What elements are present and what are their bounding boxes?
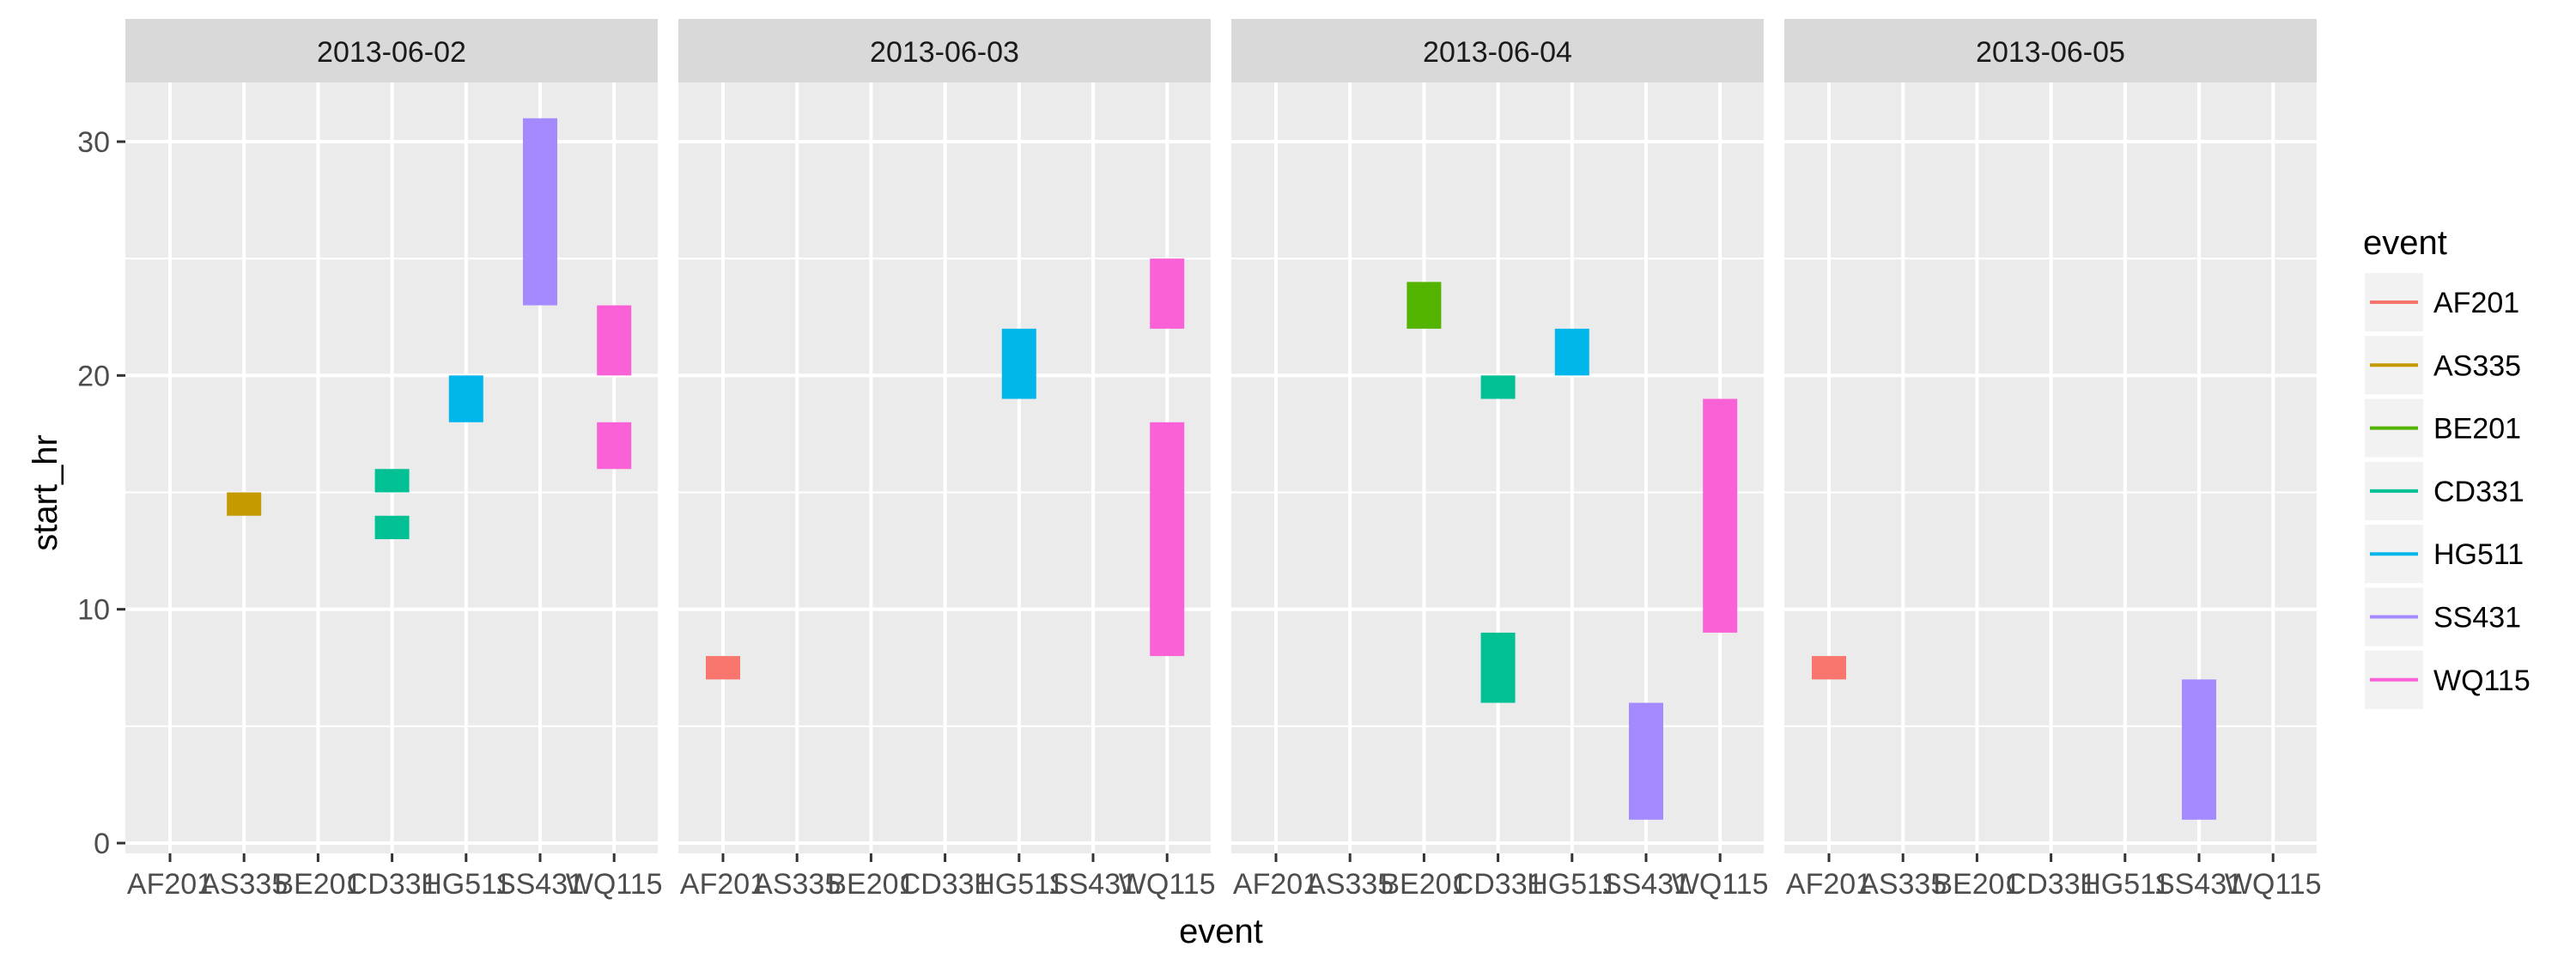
bar-ss431 bbox=[523, 118, 557, 306]
x-tick-label: AS335 bbox=[1306, 868, 1394, 901]
facet-panel: 2013-06-02 bbox=[125, 19, 658, 853]
legend-label: WQ115 bbox=[2433, 665, 2530, 697]
facet-strip-label: 2013-06-02 bbox=[317, 36, 466, 69]
bar-ss431 bbox=[1629, 702, 1663, 820]
x-tick-label: AF201 bbox=[680, 868, 766, 901]
y-tick-label: 10 bbox=[77, 594, 110, 627]
panels-layer: 2013-06-02 2013-06-03 2013-06-04 2013-06-05 bbox=[125, 19, 2317, 853]
x-tick-label: AF201 bbox=[1233, 868, 1319, 901]
facet-strip bbox=[1231, 19, 1764, 82]
bar-af201 bbox=[1812, 656, 1846, 680]
y-axis-title: start_hr bbox=[27, 434, 64, 551]
bar-wq115 bbox=[1150, 422, 1185, 657]
y-tick-label: 0 bbox=[94, 828, 110, 860]
bar-wq115 bbox=[597, 422, 632, 470]
x-axis-title: event bbox=[1179, 913, 1263, 950]
bar-be201 bbox=[1406, 282, 1442, 329]
x-tick-label: BE201 bbox=[827, 868, 914, 901]
legend-label: AS335 bbox=[2433, 349, 2521, 382]
bar-cd331 bbox=[1480, 632, 1516, 703]
x-tick-label: WQ115 bbox=[2225, 868, 2322, 901]
legend-item: CD331 bbox=[2365, 461, 2524, 520]
x-tick-label: AF201 bbox=[1786, 868, 1872, 901]
legend-item: AF201 bbox=[2365, 273, 2519, 331]
legend-item: WQ115 bbox=[2365, 650, 2530, 709]
bar-wq115 bbox=[1703, 398, 1738, 633]
x-tick-label: CD331 bbox=[900, 868, 991, 901]
bar-wq115 bbox=[597, 305, 632, 376]
x-tick-label: HG511 bbox=[974, 868, 1064, 901]
x-tick-label: WQ115 bbox=[1119, 868, 1216, 901]
x-tick-label: CD331 bbox=[1453, 868, 1544, 901]
x-tick-label: WQ115 bbox=[566, 868, 663, 901]
x-tick-label: AS335 bbox=[753, 868, 841, 901]
legend: event AF201 AS335 BE201 CD331 HG511 SS431 WQ115 bbox=[2363, 224, 2530, 709]
legend-label: SS431 bbox=[2433, 602, 2521, 634]
bar-hg511 bbox=[1001, 328, 1036, 399]
y-tick-label: 30 bbox=[77, 126, 110, 159]
x-tick-label: BE201 bbox=[274, 868, 361, 901]
legend-label: AF201 bbox=[2433, 287, 2519, 319]
x-tick-label: AS335 bbox=[200, 868, 288, 901]
facet-strip bbox=[1784, 19, 2317, 82]
facet-panel: 2013-06-05 bbox=[1784, 19, 2317, 853]
x-tick-label: HG511 bbox=[1527, 868, 1617, 901]
x-tick-label: CD331 bbox=[2006, 868, 2097, 901]
bar-af201 bbox=[706, 656, 740, 680]
bar-cd331 bbox=[1480, 375, 1516, 399]
x-tick-label: BE201 bbox=[1933, 868, 2020, 901]
x-tick-label: WQ115 bbox=[1672, 868, 1769, 901]
x-tick-label: SS431 bbox=[1049, 868, 1137, 901]
bar-wq115 bbox=[1150, 258, 1185, 329]
x-tick-label: SS431 bbox=[1602, 868, 1690, 901]
legend-label: CD331 bbox=[2433, 476, 2524, 508]
facet-strip-label: 2013-06-04 bbox=[1423, 36, 1572, 69]
x-tick-label: HG511 bbox=[2080, 868, 2170, 901]
legend-label: BE201 bbox=[2433, 413, 2521, 446]
x-tick-label: CD331 bbox=[347, 868, 438, 901]
facet-strip bbox=[125, 19, 658, 82]
bar-hg511 bbox=[1554, 328, 1589, 376]
legend-label: HG511 bbox=[2433, 538, 2524, 571]
x-tick-label: AS335 bbox=[1859, 868, 1947, 901]
legend-item: HG511 bbox=[2365, 525, 2524, 584]
facet-panel: 2013-06-04 bbox=[1231, 19, 1764, 853]
legend-item: BE201 bbox=[2365, 398, 2521, 458]
x-tick-label: HG511 bbox=[421, 868, 511, 901]
facet-panel: 2013-06-03 bbox=[678, 19, 1211, 853]
facet-strip-label: 2013-06-03 bbox=[870, 36, 1019, 69]
x-tick-label: SS431 bbox=[496, 868, 584, 901]
bar-hg511 bbox=[448, 375, 483, 422]
facet-strip-label: 2013-06-05 bbox=[1976, 36, 2125, 69]
legend-item: SS431 bbox=[2365, 587, 2521, 646]
bar-ss431 bbox=[2182, 679, 2216, 820]
x-tick-label: AF201 bbox=[127, 868, 213, 901]
legend-item: AS335 bbox=[2365, 336, 2521, 395]
y-tick-label: 20 bbox=[77, 360, 110, 392]
x-tick-label: BE201 bbox=[1380, 868, 1467, 901]
facet-strip bbox=[678, 19, 1211, 82]
legend-title: event bbox=[2363, 224, 2447, 262]
bar-cd331 bbox=[374, 515, 410, 539]
bar-as335 bbox=[227, 492, 262, 516]
x-tick-label: SS431 bbox=[2155, 868, 2243, 901]
bar-cd331 bbox=[374, 469, 410, 493]
